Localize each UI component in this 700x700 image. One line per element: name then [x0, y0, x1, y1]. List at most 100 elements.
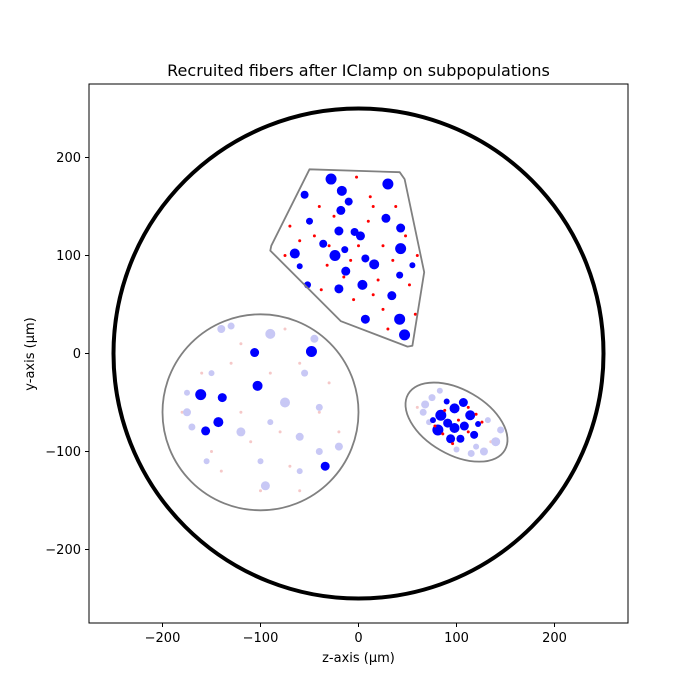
unrecruited-fiber-point [334, 442, 343, 451]
unrecruited-fiber-point [491, 437, 501, 447]
unrecruited-fiber-point [497, 426, 505, 434]
recruited-fiber-point [451, 442, 455, 446]
recruited-fiber-point [366, 219, 370, 223]
recruited-fiber-point [360, 314, 370, 324]
unrecruited-fiber-point [310, 334, 319, 343]
recruited-fiber-point [429, 417, 436, 424]
unrecruited-fiber-point [301, 369, 309, 377]
recruited-fiber-point [306, 217, 313, 225]
recruited-fiber-point [435, 409, 447, 421]
unrecruited-fiber-point [473, 443, 480, 450]
unrecruited-fiber-point [315, 403, 323, 411]
unrecruited-fiber-point [278, 430, 282, 434]
recruited-fiber-point [300, 190, 309, 199]
recruited-fiber-point [433, 424, 437, 428]
recruited-fiber-point [466, 405, 470, 409]
recruited-fiber-point [371, 293, 375, 297]
recruited-fiber-point [404, 234, 408, 238]
unrecruited-fiber-point [436, 387, 443, 394]
unrecruited-fiber-point [210, 450, 213, 453]
recruited-fiber-point [396, 223, 406, 233]
recruited-fiber-point [394, 205, 398, 208]
recruited-fiber-point [332, 214, 336, 218]
recruited-fiber-point [413, 312, 417, 316]
unrecruited-fiber-point [267, 419, 274, 426]
recruited-fiber-point [480, 420, 484, 424]
recruited-fiber-point [312, 234, 316, 238]
plot-layer [111, 106, 606, 601]
recruited-fiber-point [298, 239, 302, 243]
unrecruited-fiber-point [265, 328, 276, 339]
recruited-fiber-point [296, 263, 303, 270]
recruited-fiber-point [317, 205, 321, 208]
y-tick-label: 100 [56, 249, 81, 264]
y-axis-label: y-axis (µm) [23, 317, 38, 390]
recruited-fiber-point [394, 313, 406, 325]
unrecruited-fiber-point [180, 410, 184, 414]
recruited-fiber-point [391, 258, 395, 262]
x-tick-label: 0 [354, 631, 362, 646]
recruited-fiber-point [395, 243, 407, 255]
unrecruited-fiber-point [428, 394, 436, 402]
recruited-fiber-point [341, 246, 349, 254]
x-tick-label: −200 [145, 631, 181, 646]
unrecruited-fiber-point [453, 446, 460, 453]
unrecruited-fiber-point [327, 381, 331, 385]
recruited-fiber-point [250, 348, 260, 358]
recruited-fiber-point [349, 258, 353, 262]
unrecruited-fiber-point [419, 408, 427, 416]
unrecruited-fiber-point [227, 322, 235, 330]
unrecruited-fiber-point [479, 447, 488, 456]
recruited-fiber-point [319, 239, 328, 248]
unrecruited-fiber-point [200, 371, 204, 375]
unrecruited-fiber-point [317, 410, 321, 414]
unrecruited-fiber-point [236, 427, 246, 437]
recruited-fiber-point [329, 250, 341, 261]
unrecruited-fiber-point [239, 410, 243, 414]
x-tick-label: 100 [444, 631, 469, 646]
recruited-fiber-point [376, 278, 380, 282]
recruited-fiber-point [336, 205, 346, 215]
recruited-fiber-point [195, 389, 207, 401]
recruited-fiber-point [355, 231, 365, 241]
unrecruited-fiber-point [467, 449, 475, 457]
recruited-fiber-point [357, 279, 368, 290]
recruited-fiber-point [355, 175, 359, 179]
recruited-fiber-point [283, 254, 287, 257]
chart-title: Recruited fibers after IClamp on subpopu… [167, 61, 550, 80]
recruited-fiber-point [456, 434, 465, 443]
y-tick-label: 0 [73, 347, 81, 362]
unrecruited-fiber-point [298, 489, 302, 493]
recruited-fiber-point [344, 197, 353, 206]
unrecruited-fiber-point [217, 325, 226, 333]
recruited-fiber-point [446, 434, 456, 444]
recruited-fiber-point [465, 410, 476, 421]
unrecruited-fiber-point [296, 468, 303, 475]
unrecruited-fiber-point [183, 408, 191, 417]
recruited-fiber-point [368, 195, 372, 199]
fascicle-ellipse-outline [404, 381, 509, 463]
unrecruited-fiber-point [280, 397, 290, 408]
recruited-fiber-point [336, 185, 347, 196]
x-axis-label: z-axis (µm) [322, 651, 395, 666]
recruited-fiber-point [449, 403, 460, 414]
unrecruited-fiber-point [239, 342, 243, 346]
recruited-fiber-point [386, 327, 390, 331]
unrecruited-fiber-point [260, 481, 270, 491]
recruited-fiber-point [407, 283, 411, 287]
recruited-fiber-point [396, 271, 404, 279]
recruited-fiber-point [475, 421, 482, 428]
recruited-fiber-point [369, 259, 380, 270]
fascicle-polygon-outline [269, 168, 426, 348]
unrecruited-fiber-point [421, 400, 430, 409]
recruited-fiber-point [201, 426, 211, 436]
y-tick-label: −200 [45, 543, 81, 558]
x-tick-label: −100 [243, 631, 279, 646]
recruited-fiber-point [305, 346, 317, 358]
recruited-fiber-point [443, 408, 447, 412]
recruited-fiber-point [470, 430, 479, 439]
y-tick-label: 200 [56, 151, 81, 166]
unrecruited-fiber-point [259, 489, 262, 493]
recruited-fiber-point [213, 417, 224, 428]
